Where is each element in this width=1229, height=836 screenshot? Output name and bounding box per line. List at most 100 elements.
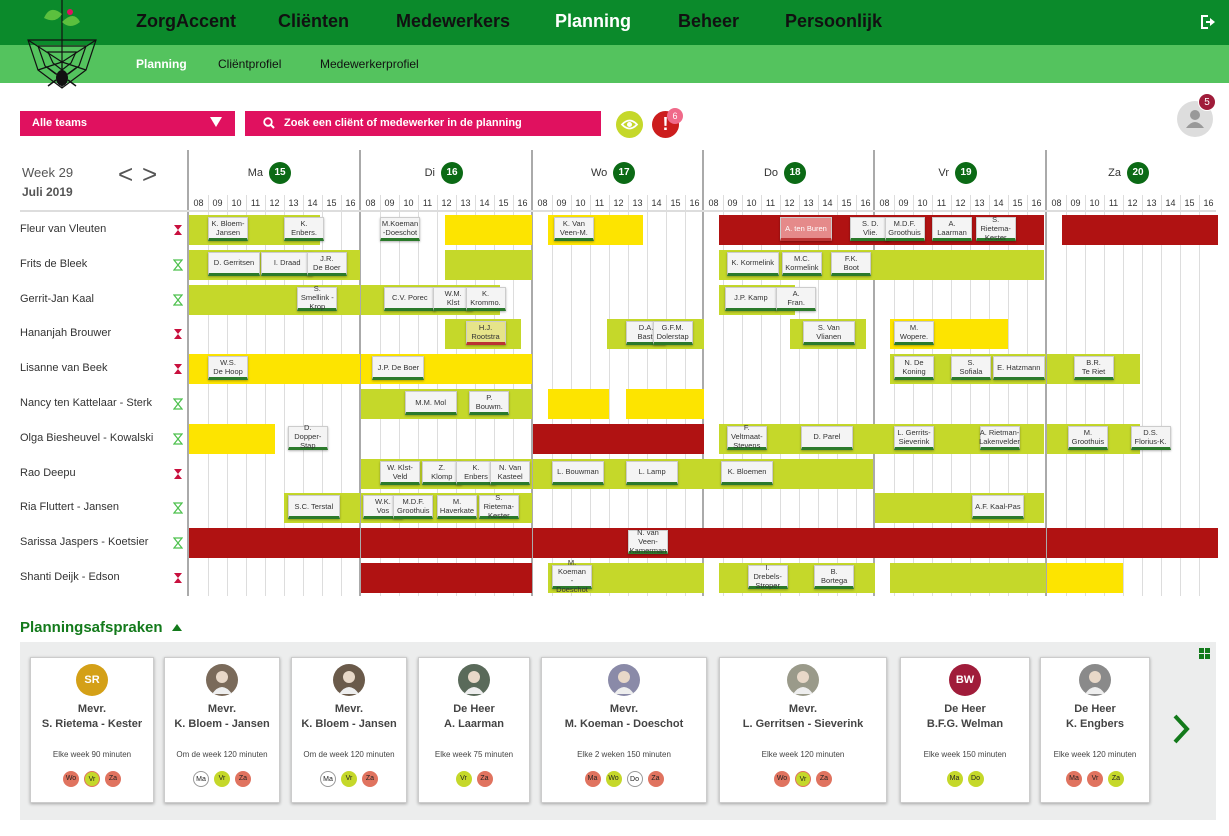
appointment-card[interactable]: SR Mevr. S. Rietema - Kester Elke week 90 m… (30, 657, 154, 803)
client-visit-card[interactable]: M.M. Mol (404, 391, 457, 415)
appointment-block[interactable] (548, 389, 609, 419)
client-visit-card[interactable]: J.R. De Boer (306, 251, 347, 276)
client-visit-card[interactable]: D. Parel (800, 425, 853, 450)
employee-name[interactable]: Ria Fluttert - Jansen (20, 501, 120, 514)
day-chip[interactable]: Do (626, 771, 643, 787)
day-chip[interactable]: Wo (605, 771, 622, 787)
day-chip[interactable]: Vr (1087, 771, 1103, 787)
appointment-card[interactable]: BW De Heer B.F.G. Welman Elke week 150 minu… (900, 657, 1030, 803)
day-chip[interactable]: Ma (1066, 771, 1082, 787)
day-chip[interactable]: Za (816, 771, 832, 787)
brand-link[interactable]: ZorgAccent (136, 11, 237, 31)
appointment-block[interactable] (533, 528, 704, 559)
chevron-right-icon[interactable]: > (142, 159, 158, 189)
planning-appointments-heading[interactable]: Planningsafspraken (20, 619, 163, 636)
hourglass-icon[interactable] (173, 328, 183, 340)
appointment-block[interactable] (1047, 528, 1218, 559)
client-visit-card[interactable]: D.S. Florius-K. (1130, 425, 1171, 450)
appointment-block[interactable] (1062, 215, 1218, 245)
hourglass-icon[interactable] (173, 259, 183, 271)
client-visit-card[interactable]: A. ten Buren (780, 217, 832, 241)
day-chip[interactable]: Ma (946, 771, 963, 787)
client-visit-card[interactable]: L. Lamp (626, 460, 679, 485)
hourglass-icon[interactable] (173, 363, 183, 375)
day-chip[interactable]: Za (362, 771, 378, 787)
day-chip[interactable]: Za (1108, 771, 1124, 787)
spider-logo-icon[interactable] (24, 0, 100, 95)
day-number-badge[interactable]: 17 (613, 162, 635, 184)
client-visit-card[interactable]: L. Gerrits- Sieverink (894, 425, 934, 450)
client-visit-card[interactable]: H.J. Rootstra (465, 321, 506, 346)
client-visit-card[interactable]: M.D.F. Groothuis (884, 217, 925, 241)
day-chip[interactable]: Za (476, 771, 493, 787)
client-visit-card[interactable]: J.P. De Boer (372, 356, 425, 381)
client-visit-card[interactable]: K. Bloem- Jansen (208, 217, 248, 241)
client-visit-card[interactable]: M.Koeman -Doeschot (380, 217, 420, 241)
hourglass-icon[interactable] (173, 398, 183, 410)
client-visit-card[interactable]: A.F. Kaal-Pas (971, 495, 1024, 520)
hourglass-icon[interactable] (173, 572, 183, 584)
day-chip[interactable]: Za (105, 771, 121, 787)
day-chip[interactable]: Vr (84, 771, 100, 787)
client-visit-card[interactable]: I. Drebels- Stroper (747, 563, 788, 590)
day-chip[interactable]: Vr (795, 771, 811, 787)
subnav-planning[interactable]: Planning (136, 57, 187, 71)
client-visit-card[interactable]: B.R. Te Riet (1073, 356, 1114, 381)
subnav-clientprofiel[interactable]: Cliëntprofiel (218, 57, 282, 71)
client-visit-card[interactable]: P. Bouwm. (469, 391, 510, 415)
day-number-badge[interactable]: 16 (441, 162, 463, 184)
client-visit-card[interactable]: N. Van Kasteel (490, 460, 531, 485)
day-chip[interactable]: Vr (455, 771, 472, 787)
client-visit-card[interactable]: M.C. Kormelink (781, 251, 822, 276)
client-visit-card[interactable]: E. Hatzmann (992, 356, 1045, 381)
appointment-card[interactable]: De Heer A. Laarman Elke week 75 minuten Vr Z… (418, 657, 530, 803)
client-visit-card[interactable]: S.C. Terstal (287, 495, 340, 520)
nav-beheer[interactable]: Beheer (678, 11, 740, 31)
nav-medewerkers[interactable]: Medewerkers (396, 11, 511, 31)
client-visit-card[interactable]: C.V. Porec (383, 286, 436, 311)
client-visit-card[interactable]: S. Sofiala (951, 356, 991, 381)
client-visit-card[interactable]: S. Van Vlianen (802, 321, 855, 346)
client-visit-card[interactable]: S. Smellink - Krop (297, 284, 338, 311)
client-visit-card[interactable]: S. Rietema- Kester (478, 493, 519, 520)
subnav-medewerkerprofiel[interactable]: Medewerkerprofiel (320, 57, 419, 71)
client-visit-card[interactable]: J.P. Kamp (724, 286, 777, 311)
appointment-block[interactable] (444, 215, 532, 245)
day-chip[interactable]: Ma (584, 771, 601, 787)
client-visit-card[interactable]: S. Rietema- Kester (975, 215, 1016, 242)
day-chip[interactable]: Vr (214, 771, 230, 787)
employee-name[interactable]: Gerrit-Jan Kaal (20, 292, 94, 305)
grid-view-icon[interactable] (1199, 648, 1210, 659)
day-chip[interactable]: Ma (193, 771, 209, 787)
client-visit-card[interactable]: M. Koeman-Doeschot (552, 558, 592, 594)
eye-icon[interactable] (616, 111, 643, 138)
client-visit-card[interactable]: D. Gerritsen (208, 251, 260, 276)
client-visit-card[interactable]: A. Fran. (776, 286, 817, 311)
appointment-block[interactable] (890, 563, 1046, 593)
appointment-block[interactable] (533, 423, 704, 454)
appointment-block[interactable] (361, 563, 532, 593)
appointment-block[interactable] (189, 423, 275, 454)
client-visit-card[interactable]: N. van Veen- Kamerman (628, 527, 668, 555)
nav-planning[interactable]: Planning (555, 11, 631, 31)
client-visit-card[interactable]: K. Bloemen (721, 460, 774, 485)
appointment-block[interactable] (189, 528, 360, 559)
appointment-card[interactable]: Mevr. K. Bloem - Jansen Om de week 120 min… (164, 657, 280, 803)
hourglass-icon[interactable] (173, 537, 183, 549)
day-chip[interactable]: Do (967, 771, 984, 787)
appointment-block[interactable] (875, 249, 1045, 280)
appointment-block[interactable] (626, 389, 704, 419)
planning-search[interactable]: Zoek een cliënt of medewerker in de plan… (245, 111, 601, 136)
day-chip[interactable]: Wo (774, 771, 790, 787)
team-select[interactable]: Alle teams (20, 111, 235, 136)
appointment-block[interactable] (1047, 563, 1123, 593)
chevron-right-icon[interactable] (1171, 712, 1191, 746)
employee-name[interactable]: Lisanne van Beek (20, 362, 108, 375)
day-chip[interactable]: Za (647, 771, 664, 787)
chevron-left-icon[interactable]: < (118, 159, 134, 189)
employee-name[interactable]: Nancy ten Kattelaar - Sterk (20, 397, 153, 409)
appointment-card[interactable]: Mevr. K. Bloem - Jansen Om de week 120 min… (291, 657, 407, 803)
appointment-block[interactable] (875, 528, 1046, 559)
appointment-card[interactable]: Mevr. M. Koeman - Doeschot Elke 2 weken 15… (541, 657, 707, 803)
client-visit-card[interactable]: D. Dopper- Stap (287, 423, 328, 450)
